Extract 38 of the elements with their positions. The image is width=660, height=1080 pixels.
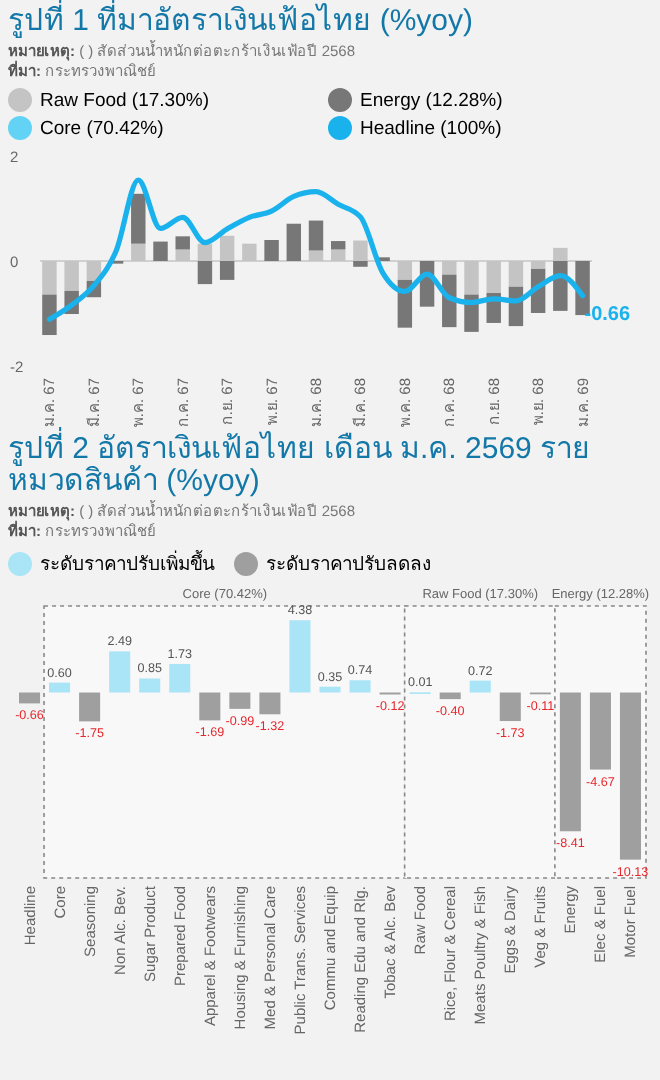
bar (131, 193, 146, 244)
bar (349, 680, 371, 693)
bar (199, 692, 221, 721)
legend-label: ระดับราคาปรับเพิ่มขึ้น (38, 548, 214, 578)
bar (259, 692, 281, 715)
bar (559, 692, 581, 832)
bar (219, 261, 235, 280)
bar (469, 680, 491, 693)
bar (286, 223, 302, 261)
bar (330, 241, 346, 250)
bar (353, 261, 368, 267)
chart-title: รูปที่ 2 อัตราเงินเฟ้อไทย เดือน ม.ค. 2569 รายหมวดสินค้า (%yoy) (8, 432, 593, 498)
annotation: -0.66 (584, 303, 632, 326)
bar (79, 692, 101, 722)
bar (289, 620, 311, 693)
bar (139, 678, 161, 693)
bar (264, 240, 279, 261)
bar (319, 686, 341, 693)
bar (499, 692, 521, 722)
bar (589, 692, 611, 770)
legend-label: Core (70.42%) (38, 116, 166, 140)
bar (439, 692, 461, 700)
bar (619, 692, 641, 860)
bar (175, 236, 190, 250)
bar (169, 663, 191, 693)
legend-label: Headline (100%) (358, 116, 504, 140)
legend-label: Raw Food (17.30%) (38, 88, 211, 112)
bar (229, 692, 251, 709)
bar (42, 294, 57, 336)
legend-label: ระดับราคาปรับลดลง (264, 552, 432, 578)
bar (197, 261, 213, 285)
bar (109, 651, 131, 693)
legend-label: Energy (12.28%) (358, 88, 505, 112)
bar (19, 692, 41, 704)
line-series (46, 177, 586, 322)
bar (153, 241, 168, 261)
bar (49, 682, 71, 693)
bar (308, 220, 324, 251)
